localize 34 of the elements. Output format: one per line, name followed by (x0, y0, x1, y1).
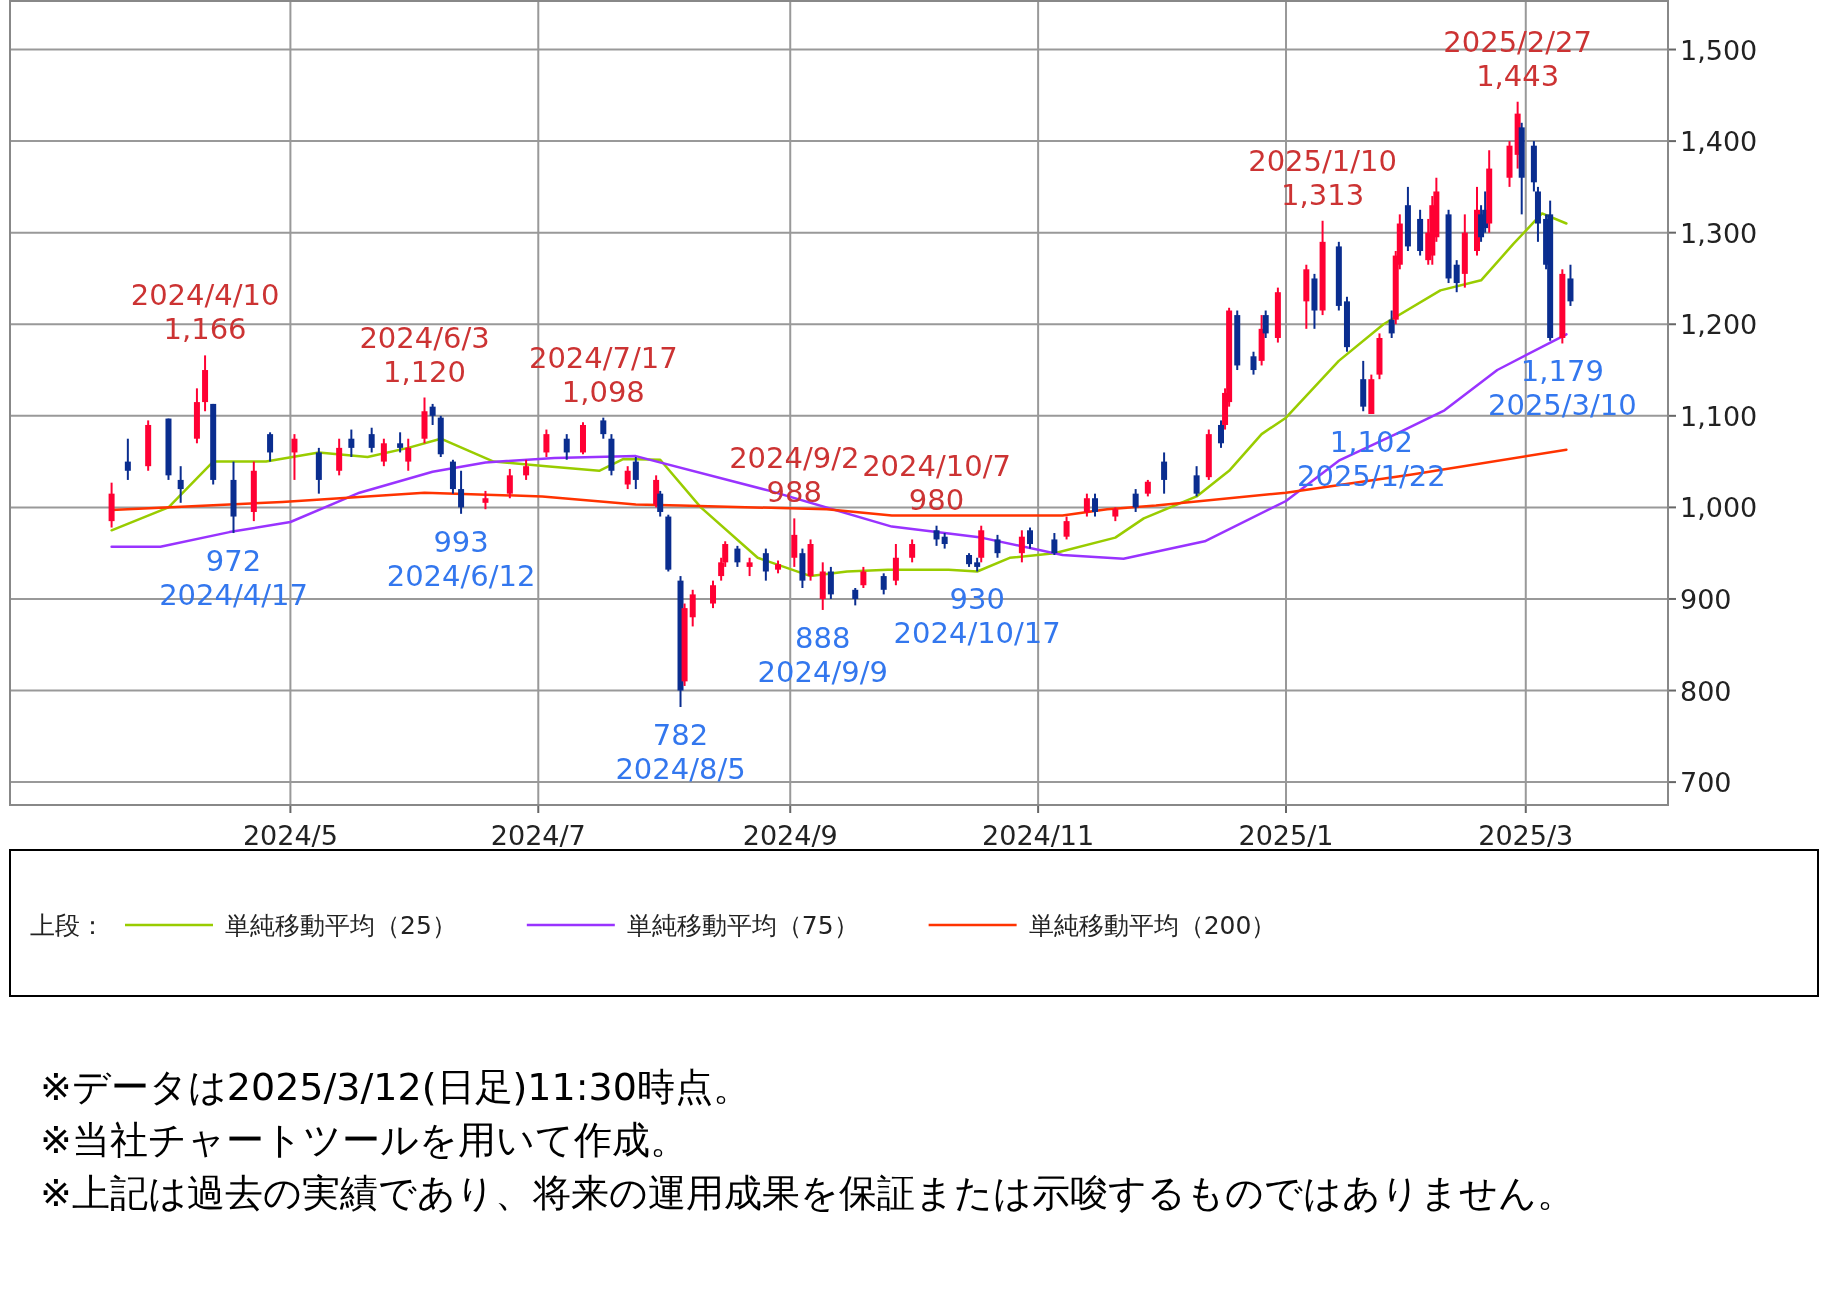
annotation: 2025/2/27 1,443 (1443, 24, 1592, 93)
legend-label: 単純移動平均（25） (225, 911, 457, 940)
y-tick-label: 700 (1680, 767, 1732, 799)
x-tick-label: 2024/7 (490, 820, 586, 851)
legend-title: 上段： (30, 911, 105, 940)
legend-label: 単純移動平均（75） (626, 911, 859, 940)
annotation: 1,179 2025/3/10 (1488, 354, 1637, 423)
annotation: 972 2024/4/17 (159, 544, 308, 613)
note: ※当社チャートツールを用いて作成。 (40, 1118, 688, 1162)
annotation: 2024/4/10 1,166 (130, 278, 280, 347)
y-tick-label: 1,000 (1680, 492, 1758, 524)
annotation: 930 2024/10/17 (893, 582, 1061, 651)
x-tick-label: 2024/11 (982, 820, 1095, 851)
annotation: 782 2024/8/5 (615, 718, 746, 786)
y-tick-label: 1,500 (1680, 34, 1758, 66)
x-tick-label: 2024/5 (242, 820, 338, 851)
y-tick-label: 1,300 (1680, 217, 1758, 249)
y-tick-label: 800 (1680, 675, 1732, 707)
x-tick-label: 2025/1 (1238, 820, 1334, 851)
x-tick-label: 2024/9 (742, 820, 838, 851)
legend-label: 単純移動平均（200） (1028, 911, 1277, 940)
annotation: 2024/10/7 980 (862, 448, 1011, 517)
annotation: 2024/6/3 1,120 (359, 320, 490, 389)
annotation: 2024/7/17 1,098 (528, 340, 678, 409)
annotation: 888 2024/9/9 (757, 620, 888, 689)
y-tick-label: 1,200 (1680, 309, 1758, 341)
annotation: 2025/1/10 1,313 (1248, 143, 1397, 212)
annotation: 993 2024/6/12 (386, 524, 536, 593)
note: ※データは2025/3/12(日足)11:30時点。 (40, 1065, 751, 1109)
y-tick-label: 1,100 (1680, 400, 1758, 432)
note: ※上記は過去の実績であり、将来の運用成果を保証または示唆するものではありません。 (40, 1171, 1575, 1215)
x-tick-label: 2025/3 (1478, 820, 1574, 851)
y-tick-label: 1,400 (1680, 126, 1758, 158)
y-tick-label: 900 (1680, 583, 1732, 615)
